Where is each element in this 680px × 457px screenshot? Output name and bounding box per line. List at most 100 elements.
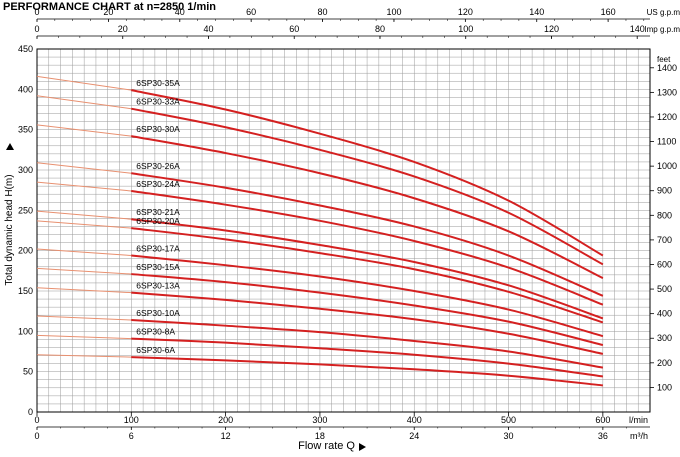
x-tick-label-usgpm: 20 xyxy=(103,7,113,17)
y-tick-label-feet: 300 xyxy=(657,333,672,343)
x-tick-label-lmin: 100 xyxy=(124,415,139,425)
series-extension-6SP30-17A xyxy=(36,248,132,257)
chart-title: PERFORMANCE CHART at n=2850 1/min xyxy=(3,1,216,13)
x-tick-label-m3h: 0 xyxy=(34,431,39,441)
series-line-6SP30-30A xyxy=(131,135,604,279)
series-extension-6SP30-35A xyxy=(36,75,132,91)
y-tick-label-m: 150 xyxy=(18,286,33,296)
series-line-6SP30-20A xyxy=(131,227,604,324)
series-extension-6SP30-30A xyxy=(36,124,132,137)
series-extension-6SP30-15A xyxy=(36,267,132,275)
series-label: 6SP30-21A xyxy=(136,207,180,217)
y-tick-label-feet: 200 xyxy=(657,358,672,368)
x-unit-impgpm: Imp g.p.m xyxy=(644,25,680,34)
y-tick-label-m: 350 xyxy=(18,125,33,135)
y-tick-label-feet: 800 xyxy=(657,210,672,220)
series-layer xyxy=(36,75,604,387)
series-line-6SP30-24A xyxy=(131,189,604,306)
series-line-6SP30-17A xyxy=(131,254,604,338)
x-unit-lmin: l/min xyxy=(629,415,648,425)
x-tick-label-usgpm: 140 xyxy=(529,7,544,17)
series-extension-6SP30-33A xyxy=(36,95,132,110)
x-tick-label-m3h: 30 xyxy=(504,431,514,441)
y-tick-label-feet: 600 xyxy=(657,259,672,269)
x-tick-label-m3h: 36 xyxy=(598,431,608,441)
series-line-6SP30-8A xyxy=(131,337,603,378)
x-tick-label-impgpm: 140 xyxy=(630,24,645,34)
y-tick-label-feet: 100 xyxy=(657,382,672,392)
series-label: 6SP30-6A xyxy=(136,345,175,355)
y-tick-label-feet: 900 xyxy=(657,186,672,196)
series-line-6SP30-6A xyxy=(131,356,603,387)
y-tick-label-m: 250 xyxy=(18,205,33,215)
x-tick-label-impgpm: 80 xyxy=(375,24,385,34)
series-extension-6SP30-20A xyxy=(36,220,132,229)
x-tick-label-usgpm: 80 xyxy=(318,7,328,17)
series-label: 6SP30-13A xyxy=(136,281,180,291)
series-extension-6SP30-13A xyxy=(36,287,132,294)
series-extension-6SP30-21A xyxy=(36,210,132,220)
x-tick-label-lmin: 400 xyxy=(407,415,422,425)
x-tick-label-impgpm: 120 xyxy=(544,24,559,34)
series-label: 6SP30-33A xyxy=(136,97,180,107)
y-tick-label-m: 100 xyxy=(18,326,33,336)
y-tick-label-m: 0 xyxy=(28,407,33,417)
series-label: 6SP30-17A xyxy=(136,244,180,254)
x-tick-label-usgpm: 120 xyxy=(458,7,473,17)
x-tick-label-usgpm: 60 xyxy=(246,7,256,17)
y-tick-label-feet: 700 xyxy=(657,235,672,245)
x-unit-usgpm: US g.p.m xyxy=(647,8,680,17)
x-axis-title: Flow rate Q xyxy=(298,440,355,452)
x-tick-label-usgpm: 0 xyxy=(34,7,39,17)
series-line-6SP30-13A xyxy=(131,291,604,355)
series-line-6SP30-26A xyxy=(131,172,604,297)
series-line-6SP30-10A xyxy=(131,319,604,369)
series-line-6SP30-21A xyxy=(131,218,604,320)
series-label: 6SP30-10A xyxy=(136,308,180,318)
series-extension-6SP30-6A xyxy=(36,354,132,358)
plot-frame xyxy=(36,48,651,413)
series-label: 6SP30-26A xyxy=(136,161,180,171)
grid-layer xyxy=(36,48,651,413)
y-tick-label-feet: 1400 xyxy=(657,63,677,73)
x-tick-label-impgpm: 40 xyxy=(203,24,213,34)
x-tick-label-impgpm: 20 xyxy=(118,24,128,34)
series-label: 6SP30-35A xyxy=(136,78,180,88)
y-tick-label-feet: 400 xyxy=(657,309,672,319)
x-tick-label-usgpm: 40 xyxy=(175,7,185,17)
x-tick-label-usgpm: 100 xyxy=(386,7,401,17)
x-tick-label-impgpm: 100 xyxy=(458,24,473,34)
series-extension-6SP30-26A xyxy=(36,162,132,174)
y-tick-label-m: 450 xyxy=(18,44,33,54)
series-line-6SP30-15A xyxy=(131,273,604,347)
x-tick-label-lmin: 200 xyxy=(218,415,233,425)
y-axis-title: Total dynamic head H(m) xyxy=(4,174,15,285)
x-tick-label-usgpm: 160 xyxy=(601,7,616,17)
x-tick-label-m3h: 6 xyxy=(129,431,134,441)
y-tick-label-feet: 500 xyxy=(657,284,672,294)
labels-layer: Flow rate Q Total dynamic head H(m) 6SP30-… xyxy=(4,78,366,452)
series-extension-6SP30-8A xyxy=(36,334,132,340)
x-tick-label-m3h: 24 xyxy=(409,431,419,441)
series-label: 6SP30-8A xyxy=(136,327,175,337)
x-unit-m3h: m³/h xyxy=(630,431,648,441)
y-unit-feet: feet xyxy=(657,55,671,64)
series-line-6SP30-35A xyxy=(131,89,604,257)
y-tick-label-feet: 1000 xyxy=(657,161,677,171)
y-tick-label-m: 50 xyxy=(23,367,33,377)
x-tick-label-lmin: 300 xyxy=(312,415,327,425)
series-label: 6SP30-30A xyxy=(136,124,180,134)
x-tick-label-lmin: 500 xyxy=(501,415,516,425)
series-label: 6SP30-20A xyxy=(136,216,180,226)
y-tick-label-feet: 1100 xyxy=(657,137,676,147)
y-tick-label-m: 400 xyxy=(18,84,33,94)
x-tick-label-lmin: 600 xyxy=(595,415,610,425)
series-line-6SP30-33A xyxy=(131,107,604,266)
x-arrow-icon xyxy=(359,443,366,451)
series-extension-6SP30-10A xyxy=(36,315,132,321)
series-extension-6SP30-24A xyxy=(36,181,132,192)
x-tick-label-m3h: 18 xyxy=(315,431,325,441)
y-tick-label-feet: 1200 xyxy=(657,112,677,122)
